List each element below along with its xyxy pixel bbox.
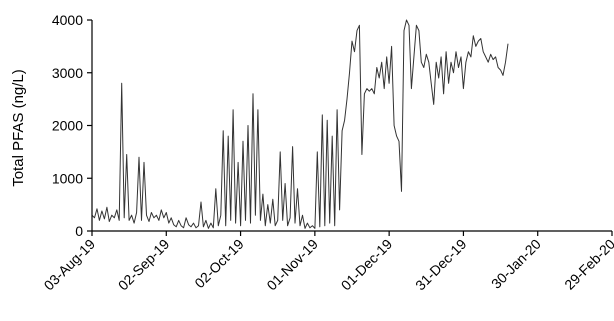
y-axis-label: Total PFAS (ng/L) [10, 69, 27, 187]
x-tick-label: 31-Dec-19 [412, 236, 470, 294]
x-tick-label: 02-Sep-19 [115, 236, 173, 294]
y-tick-label: 3000 [52, 65, 83, 81]
y-tick-label: 2000 [52, 118, 83, 134]
x-tick-label: 02-Oct-19 [191, 236, 246, 291]
x-tick-label: 01-Nov-19 [263, 236, 321, 294]
x-tick-label: 01-Dec-19 [338, 236, 396, 294]
y-axis-ticks: 0 1000 2000 3000 4000 [52, 12, 92, 239]
y-tick-label: 4000 [52, 12, 83, 28]
x-axis-ticks: 03-Aug-19 02-Sep-19 02-Oct-19 01-Nov-19 01-D… [41, 231, 614, 293]
plot-area [91, 19, 509, 229]
x-tick-label: 30-Jan-20 [488, 236, 544, 292]
x-tick-label: 03-Aug-19 [41, 236, 99, 294]
series-line-1 [91, 19, 509, 229]
y-tick-label: 0 [75, 223, 83, 239]
y-tick-label: 1000 [52, 170, 83, 186]
x-tick-label: 29-Feb-20 [561, 236, 614, 293]
